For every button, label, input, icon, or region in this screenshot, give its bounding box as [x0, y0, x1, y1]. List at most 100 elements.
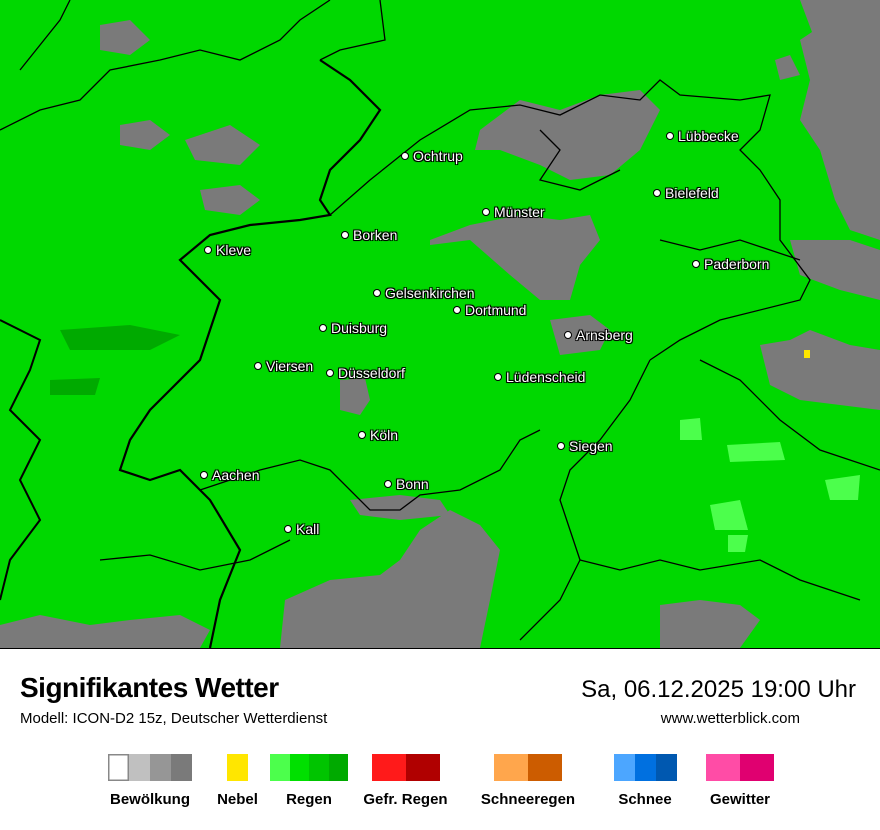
legend-swatch: [706, 754, 740, 781]
heavy-rain: [50, 325, 180, 395]
city-marker: Arnsberg: [564, 327, 633, 343]
city-marker: Duisburg: [319, 320, 388, 336]
legend-swatch: [309, 754, 329, 781]
city-dot-icon: [482, 208, 490, 216]
legend-item-regen: Regen: [270, 754, 348, 808]
city-dot-icon: [666, 132, 674, 140]
city-marker: Aachen: [200, 467, 260, 483]
city-name: Viersen: [266, 358, 314, 374]
borders: [0, 0, 880, 648]
legend-swatches: [600, 754, 690, 781]
legend-swatch: [613, 754, 635, 781]
legend-swatch: [227, 754, 248, 781]
city-name: Gelsenkirchen: [385, 285, 475, 301]
legend-item-nebel: Nebel: [205, 754, 270, 808]
city-name: Bielefeld: [665, 185, 719, 201]
fog-spot: [804, 350, 810, 358]
legend-item-gewitter: Gewitter: [695, 754, 785, 808]
city-marker: Düsseldorf: [326, 365, 405, 381]
city-dot-icon: [494, 373, 502, 381]
legend-swatch: [171, 754, 192, 781]
city-dot-icon: [453, 306, 461, 314]
city-dot-icon: [373, 289, 381, 297]
city-dot-icon: [692, 260, 700, 268]
city-name: Kleve: [216, 242, 252, 258]
city-marker: Kall: [284, 521, 319, 537]
legend-swatch: [129, 754, 150, 781]
city-name: Köln: [370, 427, 399, 443]
city-name: Paderborn: [704, 256, 770, 272]
map-layers: [0, 0, 880, 648]
legend-swatches: [205, 754, 270, 781]
legend-swatch: [655, 754, 677, 781]
legend-label: Schnee: [618, 791, 672, 808]
city-dot-icon: [326, 369, 334, 377]
city-name: Arnsberg: [576, 327, 633, 343]
city-dot-icon: [557, 442, 565, 450]
city-name: Bonn: [396, 476, 429, 492]
legend-swatches: [348, 754, 463, 781]
legend-swatches: [270, 754, 348, 781]
city-dot-icon: [564, 331, 572, 339]
legend-label: Gefr. Regen: [363, 791, 448, 808]
city-dot-icon: [284, 525, 292, 533]
legend-swatch: [270, 754, 290, 781]
city-name: Lübbecke: [678, 128, 739, 144]
legend-swatch: [740, 754, 774, 781]
legend-item-schnee: Schnee: [600, 754, 690, 808]
legend-label: Gewitter: [709, 791, 770, 808]
legend-swatch: [371, 754, 406, 781]
city-marker: Dortmund: [453, 302, 527, 318]
city-name: Aachen: [212, 467, 260, 483]
city-marker: Ochtrup: [401, 148, 463, 164]
legend-label: Regen: [286, 791, 332, 808]
city-name: Ochtrup: [413, 148, 463, 164]
legend-label: Bewölkung: [109, 791, 190, 808]
light-rain: [680, 418, 860, 552]
legend-swatch: [405, 754, 440, 781]
city-dot-icon: [653, 189, 661, 197]
city-marker: Borken: [341, 227, 398, 243]
legend-swatch: [634, 754, 656, 781]
city-dot-icon: [384, 480, 392, 488]
city-marker: Siegen: [557, 438, 613, 454]
city-name: Siegen: [569, 438, 613, 454]
city-name: Dortmund: [465, 302, 527, 318]
legend-item-schneeregen: Schneeregen: [463, 754, 593, 808]
city-marker: Gelsenkirchen: [373, 285, 475, 301]
legend-swatch: [108, 754, 129, 781]
legend-item-bewoelkung: Bewölkung: [95, 754, 205, 808]
city-name: Lüdenscheid: [506, 369, 586, 385]
legend-swatch: [289, 754, 309, 781]
city-dot-icon: [341, 231, 349, 239]
legend-swatches: [695, 754, 785, 781]
city-dot-icon: [204, 246, 212, 254]
website-link[interactable]: www.wetterblick.com: [660, 710, 800, 727]
legend-label: Schneeregen: [480, 791, 576, 808]
legend-item-gefr-regen: Gefr. Regen: [348, 754, 463, 808]
city-dot-icon: [254, 362, 262, 370]
legend-swatch: [494, 754, 528, 781]
city-marker: Lüdenscheid: [494, 369, 586, 385]
city-marker: Münster: [482, 204, 545, 220]
legend-swatch: [528, 754, 562, 781]
city-dot-icon: [358, 431, 366, 439]
legend-swatches: [463, 754, 593, 781]
city-name: Münster: [494, 204, 545, 220]
weather-map: [0, 0, 880, 649]
city-marker: Paderborn: [692, 256, 770, 272]
legend-swatch: [150, 754, 171, 781]
city-dot-icon: [319, 324, 327, 332]
map-title: Signifikantes Wetter: [20, 672, 279, 703]
city-marker: Bonn: [384, 476, 429, 492]
city-marker: Kleve: [204, 242, 252, 258]
city-name: Duisburg: [331, 320, 388, 336]
city-dot-icon: [200, 471, 208, 479]
legend-swatches: [95, 754, 205, 781]
legend-swatch: [328, 754, 348, 781]
city-marker: Viersen: [254, 358, 314, 374]
legend-label: Nebel: [217, 791, 258, 808]
city-name: Borken: [353, 227, 398, 243]
city-name: Düsseldorf: [338, 365, 405, 381]
city-marker: Bielefeld: [653, 185, 719, 201]
